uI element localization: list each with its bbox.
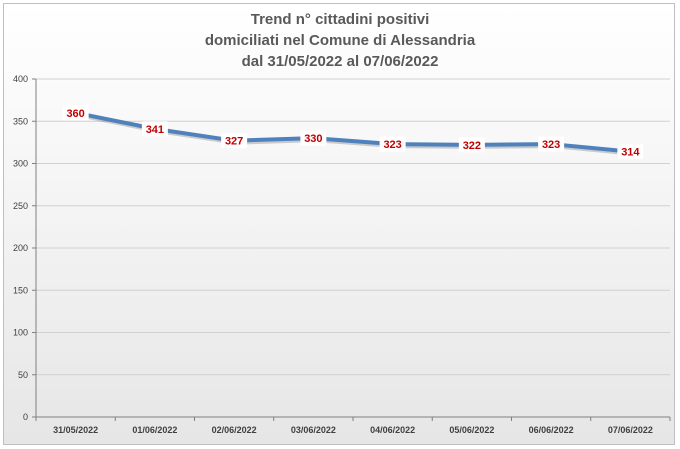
chart-title-line-1: Trend n° cittadini positivi [250,11,430,28]
x-tick-label: 07/06/2022 [608,425,653,435]
data-label: 330 [304,133,322,145]
data-label-box [458,137,485,153]
y-tick-label: 250 [13,201,28,211]
data-label: 360 [66,108,84,120]
series-line [73,110,633,154]
x-tick-label: 02/06/2022 [212,425,257,435]
line-chart: 0 50 100 150 200 250 300 350 400 31/05/2022 01/06/… [13,74,671,435]
chart-title-line-2: domiciliati nel Comune di Alessandria [204,32,476,49]
y-tick-label: 400 [13,74,28,84]
y-tick-label: 100 [13,328,28,338]
data-label-box [141,121,168,137]
chart-title: Trend n° cittadini positivi domiciliati … [4,9,676,72]
data-label-box [379,136,406,152]
x-tick-label: 06/06/2022 [529,425,574,435]
x-tick-label: 01/06/2022 [132,425,177,435]
chart-title-line-3: dal 31/05/2022 al 07/06/2022 [241,53,439,70]
y-tick-label: 300 [13,159,28,169]
data-label: 323 [383,139,401,151]
data-label: 323 [542,139,560,151]
y-tick-label: 0 [23,412,28,422]
data-label-box [538,136,565,152]
data-label: 322 [463,140,481,152]
chart-frame: Trend n° cittadini positivi domiciliati … [3,3,675,445]
x-tick-label: 04/06/2022 [370,425,415,435]
x-tick-label: 31/05/2022 [53,425,98,435]
x-tick-label: 03/06/2022 [291,425,336,435]
data-label-box [221,133,248,149]
y-tick-label: 150 [13,285,28,295]
data-label-box [62,105,89,121]
y-tick-label: 200 [13,243,28,253]
data-label-box [300,130,327,146]
x-tick-label: 05/06/2022 [449,425,494,435]
data-label: 314 [621,147,640,159]
y-tick-label: 50 [18,370,28,380]
data-label: 327 [225,136,243,148]
y-tick-label: 350 [13,116,28,126]
data-label: 341 [146,124,164,136]
data-label-box [617,144,644,160]
